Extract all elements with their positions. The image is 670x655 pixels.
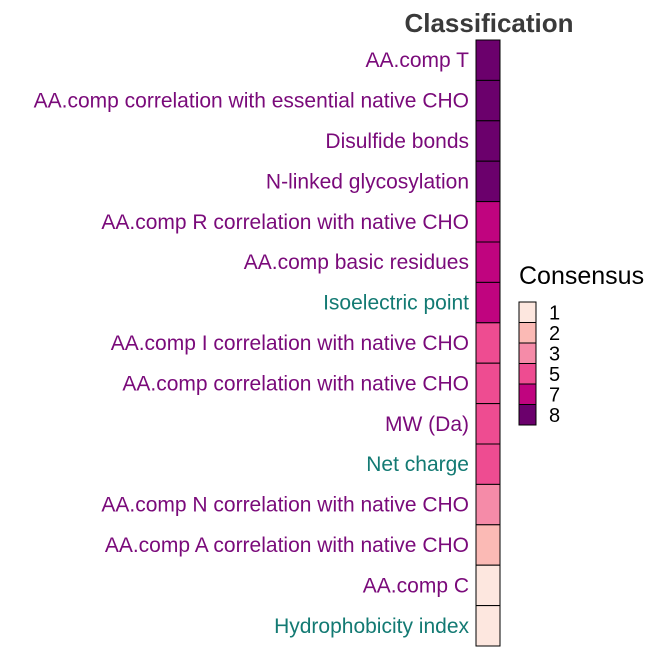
legend-swatch <box>518 342 537 364</box>
legend-title: Consensus <box>519 262 644 290</box>
heatmap-cell <box>475 403 501 445</box>
row-label: MW (Da) <box>385 413 469 436</box>
heatmap-cells <box>475 39 501 647</box>
row-label: N-linked glycosylation <box>266 170 469 193</box>
heatmap-cell <box>475 120 501 162</box>
row-label: AA.comp A correlation with native CHO <box>105 534 469 557</box>
heatmap-cell <box>475 605 501 647</box>
heatmap-cell <box>475 322 501 364</box>
heatmap-cell <box>475 362 501 405</box>
legend-label: 8 <box>549 405 560 427</box>
heatmap-cell <box>475 483 501 526</box>
row-label: Disulfide bonds <box>325 130 469 153</box>
heatmap-cell <box>475 524 501 566</box>
heatmap-cell <box>475 281 501 324</box>
row-label: AA.comp T <box>366 49 470 72</box>
row-label: Hydrophobicity index <box>274 615 469 638</box>
legend-label: 3 <box>549 343 560 365</box>
row-label: AA.comp C <box>363 574 469 597</box>
legend-label: 5 <box>549 364 560 386</box>
legend-label: 7 <box>549 384 560 406</box>
row-label: AA.comp basic residues <box>244 251 469 274</box>
heatmap-cell <box>475 79 501 122</box>
heatmap-cell <box>475 160 501 203</box>
heatmap-cell <box>475 564 501 607</box>
heatmap-cell <box>475 443 501 485</box>
row-label: AA.comp R correlation with native CHO <box>101 211 469 234</box>
legend-swatch <box>518 383 537 405</box>
row-label: AA.comp I correlation with native CHO <box>111 332 469 355</box>
row-label: AA.comp N correlation with native CHO <box>101 494 469 517</box>
heatmap-cell <box>475 39 501 81</box>
row-label: AA.comp correlation with essential nativ… <box>34 90 469 113</box>
legend-label: 1 <box>549 302 560 324</box>
legend-swatch <box>518 301 537 323</box>
row-label: Net charge <box>366 453 469 476</box>
heatmap-cell <box>475 241 501 283</box>
legend-swatch <box>518 363 537 385</box>
legend-label: 2 <box>549 323 560 345</box>
chart-title: Classification <box>404 8 573 38</box>
legend-swatch <box>518 404 537 426</box>
row-labels: AA.comp T AA.comp correlation with essent… <box>34 49 470 638</box>
legend-swatch <box>518 322 537 344</box>
heatmap-cell <box>475 201 501 243</box>
row-label: Isoelectric point <box>323 292 469 315</box>
row-label: AA.comp correlation with native CHO <box>122 372 469 395</box>
